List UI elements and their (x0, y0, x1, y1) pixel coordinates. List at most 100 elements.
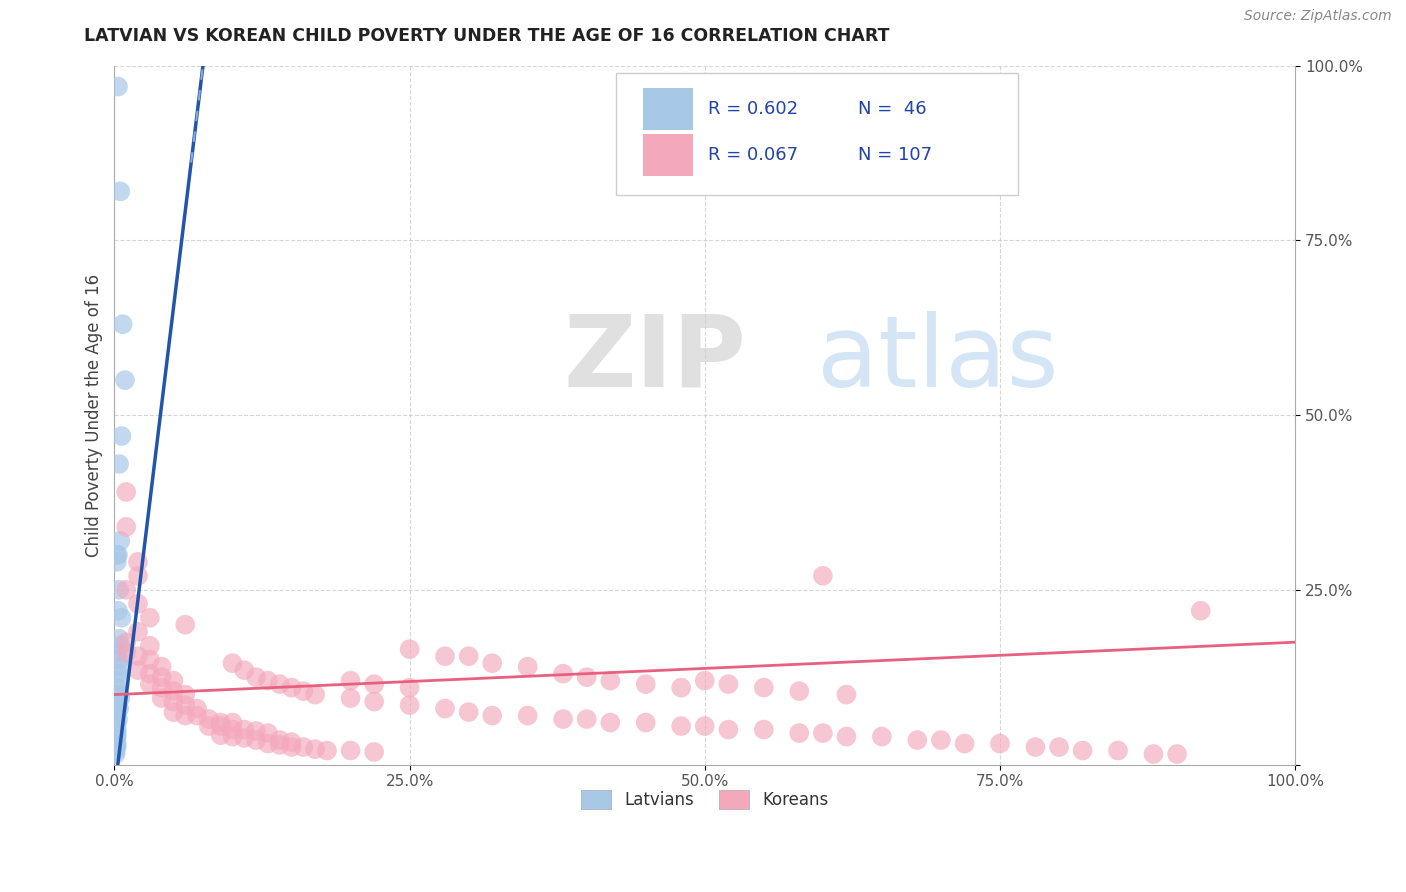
Point (1142, 747, 1164, 761)
Point (316, 743, 339, 757)
Point (107, 548, 129, 562)
Point (110, 185, 132, 199)
Point (398, 681, 420, 695)
Point (111, 317, 134, 331)
Point (339, 691, 361, 706)
Point (110, 639, 132, 653)
Point (114, 373, 136, 387)
Point (110, 611, 132, 625)
Point (280, 735, 302, 749)
Point (551, 712, 574, 726)
Point (551, 666, 574, 681)
Point (398, 698, 420, 712)
Point (104, 739, 127, 754)
Point (104, 715, 127, 730)
Point (139, 611, 162, 625)
Point (953, 737, 976, 751)
Point (599, 715, 621, 730)
Point (108, 653, 131, 667)
Text: R = 0.067: R = 0.067 (709, 146, 799, 164)
Point (110, 659, 132, 673)
FancyBboxPatch shape (644, 88, 693, 129)
Point (221, 730, 243, 744)
Point (280, 681, 302, 695)
Point (280, 739, 302, 754)
Point (339, 673, 361, 688)
Point (127, 649, 149, 664)
Point (269, 738, 291, 752)
Point (233, 731, 256, 745)
Point (1107, 743, 1129, 757)
Point (363, 677, 385, 691)
Point (516, 659, 538, 673)
Point (257, 673, 280, 688)
Point (363, 695, 385, 709)
Point (139, 666, 162, 681)
Point (150, 681, 173, 695)
Point (198, 719, 221, 733)
Point (110, 691, 132, 706)
Point (339, 743, 361, 757)
Point (787, 726, 810, 740)
Point (105, 555, 128, 569)
Point (752, 681, 775, 695)
Point (245, 670, 267, 684)
Point (104, 730, 127, 744)
Point (139, 639, 162, 653)
Point (105, 705, 128, 719)
Point (162, 705, 184, 719)
FancyBboxPatch shape (644, 135, 693, 176)
Point (105, 726, 128, 740)
Point (115, 582, 138, 597)
Point (162, 684, 184, 698)
Point (233, 723, 256, 737)
Point (104, 708, 127, 723)
Point (1047, 739, 1070, 754)
Point (269, 733, 291, 747)
Point (245, 723, 267, 738)
Point (115, 484, 138, 499)
Point (127, 624, 149, 639)
Point (787, 684, 810, 698)
Point (209, 728, 232, 742)
Point (209, 719, 232, 733)
Point (575, 712, 598, 726)
Point (104, 733, 127, 747)
Point (105, 730, 128, 744)
Point (198, 712, 221, 726)
Point (221, 715, 243, 730)
Point (257, 737, 280, 751)
Text: atlas: atlas (817, 310, 1059, 408)
Point (108, 582, 131, 597)
Point (105, 739, 128, 754)
Point (209, 715, 232, 730)
Point (108, 632, 131, 646)
Point (174, 708, 197, 723)
Point (717, 677, 740, 691)
Point (107, 604, 129, 618)
Text: Source: ZipAtlas.com: Source: ZipAtlas.com (1244, 9, 1392, 23)
Point (186, 708, 208, 723)
Point (669, 681, 692, 695)
Point (292, 739, 315, 754)
Point (870, 730, 893, 744)
Point (669, 719, 692, 733)
Point (835, 730, 858, 744)
Point (481, 656, 503, 670)
Point (108, 457, 131, 471)
Point (105, 548, 128, 562)
Point (233, 663, 256, 677)
Point (110, 429, 132, 443)
Point (221, 656, 243, 670)
Point (269, 677, 291, 691)
Point (516, 708, 538, 723)
Point (634, 677, 657, 691)
Point (104, 723, 127, 737)
Point (835, 688, 858, 702)
Point (245, 733, 267, 747)
Point (186, 701, 208, 715)
Point (107, 698, 129, 712)
Point (127, 569, 149, 583)
Point (107, 688, 129, 702)
Point (127, 597, 149, 611)
